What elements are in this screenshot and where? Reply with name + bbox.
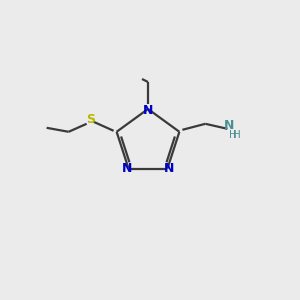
Text: N: N <box>122 162 132 175</box>
Text: H: H <box>229 130 236 140</box>
Text: N: N <box>224 119 235 132</box>
Text: S: S <box>86 113 95 126</box>
Text: H: H <box>232 130 240 140</box>
Text: N: N <box>164 162 174 175</box>
Text: N: N <box>143 103 153 116</box>
